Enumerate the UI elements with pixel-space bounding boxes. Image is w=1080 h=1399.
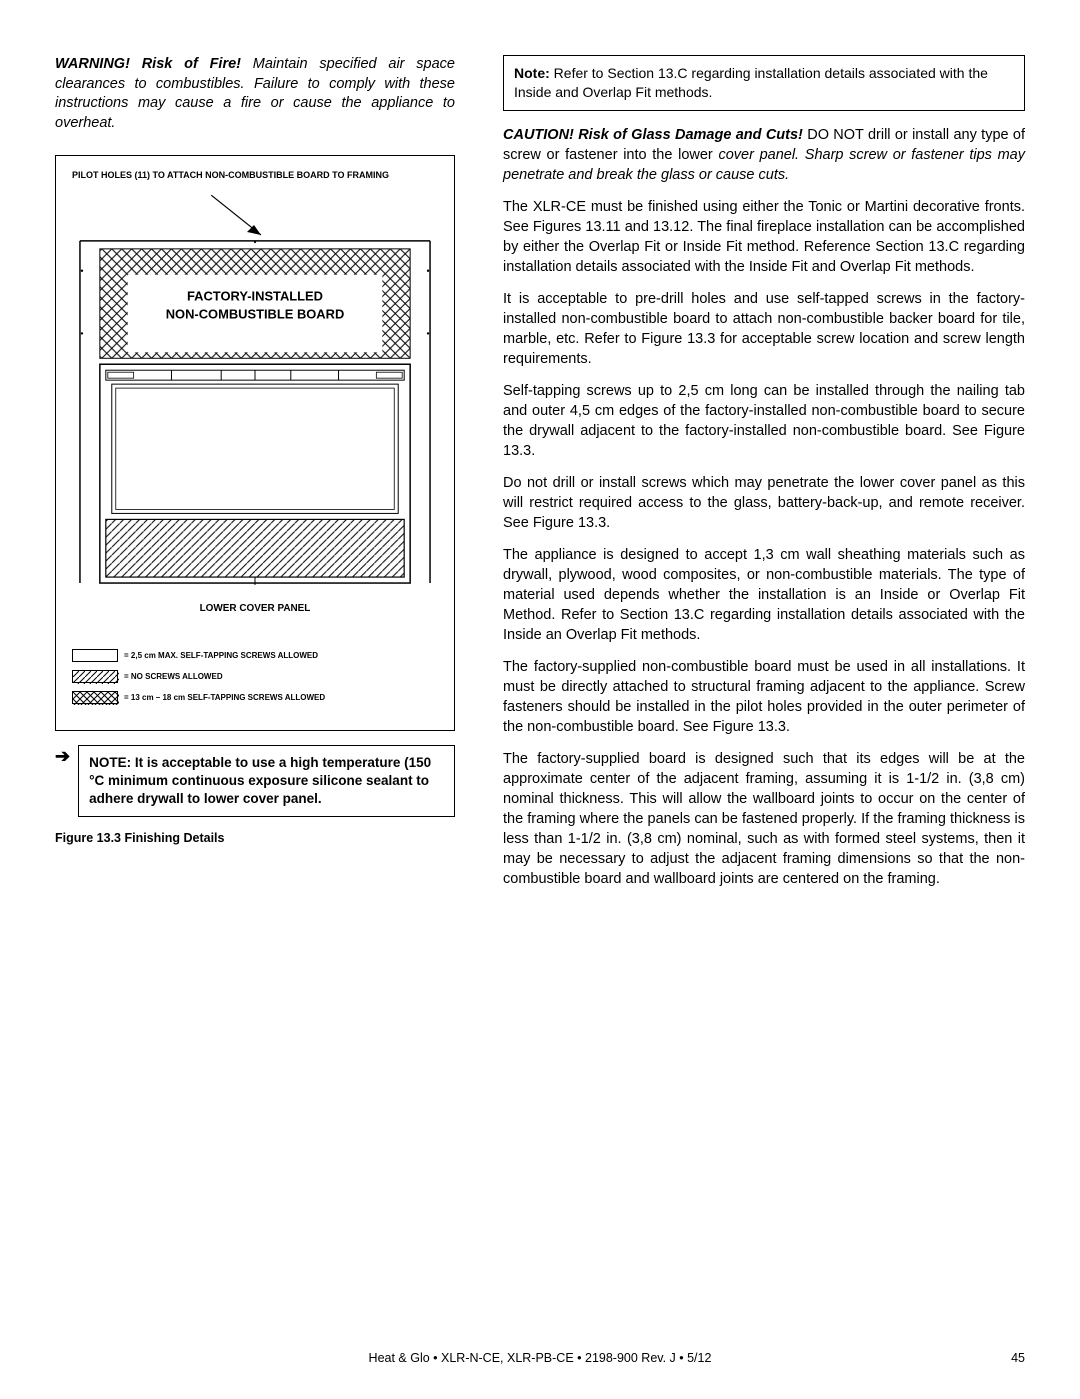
footer-center: Heat & Glo • XLR-N-CE, XLR-PB-CE • 2198-… [115,1351,965,1365]
footer-page: 45 [965,1351,1025,1365]
legend-row-diag: = NO SCREWS ALLOWED [72,670,438,683]
legend-text-1: = 2,5 cm MAX. SELF-TAPPING SCREWS ALLOWE… [124,651,318,660]
lower-cover-panel-label: LOWER COVER PANEL [200,602,311,613]
note-bold: Note: [514,65,550,81]
note-box: NOTE: It is acceptable to use a high tem… [78,745,455,818]
legend-text-3: = 13 cm – 18 cm SELF-TAPPING SCREWS ALLO… [124,693,325,702]
swatch-xhatch [72,691,118,704]
caution-bold: CAUTION! Risk of Glass Damage and Cuts! [503,127,803,143]
caution-text: CAUTION! Risk of Glass Damage and Cuts! … [503,125,1025,185]
note-row: ➔ NOTE: It is acceptable to use a high t… [55,745,455,818]
diagram-title-l1: FACTORY-INSTALLED [187,288,323,303]
para-7: The factory-supplied board is designed s… [503,749,1025,889]
swatch-white [72,649,118,662]
legend: = 2,5 cm MAX. SELF-TAPPING SCREWS ALLOWE… [72,649,438,704]
swatch-diag [72,670,118,683]
para-6: The factory-supplied non-combustible boa… [503,657,1025,737]
diagram-title-l2: NON-COMBUSTIBLE BOARD [166,306,345,321]
arrow-right-icon: ➔ [55,747,70,765]
note-rest: Refer to Section 13.C regarding installa… [514,65,988,100]
para-3: Self-tapping screws up to 2,5 cm long ca… [503,381,1025,461]
warning-text: WARNING! Risk of Fire! Maintain specifie… [55,55,455,133]
note-framed: Note: Refer to Section 13.C regarding in… [503,55,1025,111]
finishing-diagram: FACTORY-INSTALLED NON-COMBUSTIBLE BOARD [72,188,438,628]
para-1: The XLR-CE must be finished using either… [503,197,1025,277]
warning-bold: WARNING! Risk of Fire! [55,56,241,72]
legend-text-2: = NO SCREWS ALLOWED [124,672,223,681]
figure-box: PILOT HOLES (11) TO ATTACH NON-COMBUSTIB… [55,155,455,730]
figure-caption: Figure 13.3 Finishing Details [55,831,455,845]
para-2: It is acceptable to pre-drill holes and … [503,289,1025,369]
page-footer: Heat & Glo • XLR-N-CE, XLR-PB-CE • 2198-… [55,1351,1025,1365]
legend-row-white: = 2,5 cm MAX. SELF-TAPPING SCREWS ALLOWE… [72,649,438,662]
legend-row-xhatch: = 13 cm – 18 cm SELF-TAPPING SCREWS ALLO… [72,691,438,704]
para-4: Do not drill or install screws which may… [503,473,1025,533]
pilot-holes-label: PILOT HOLES (11) TO ATTACH NON-COMBUSTIB… [72,170,438,181]
para-5: The appliance is designed to accept 1,3 … [503,545,1025,645]
